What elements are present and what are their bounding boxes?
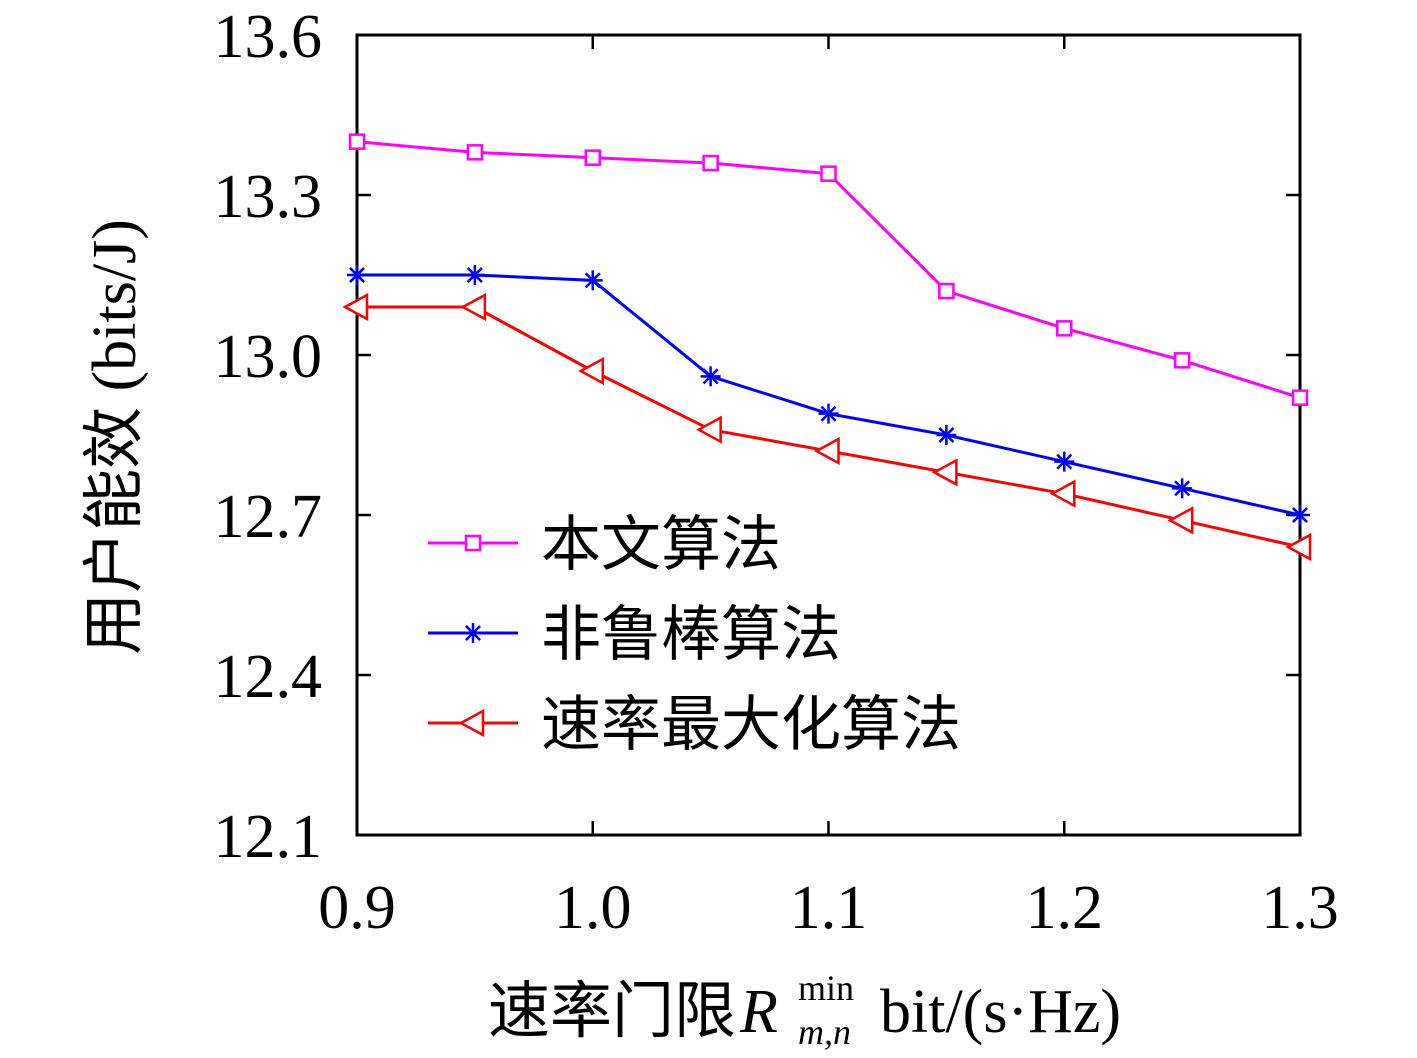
y-tick-label: 12.7 xyxy=(214,483,323,551)
data-point xyxy=(702,154,719,172)
legend-entry: 本文算法 xyxy=(428,512,781,578)
asterisk-stroke xyxy=(465,625,481,641)
series-0 xyxy=(348,133,1309,406)
y-tick-label: 13.0 xyxy=(214,323,323,391)
data-point xyxy=(1049,479,1076,508)
x-tick-label: 1.3 xyxy=(1261,874,1339,942)
data-point xyxy=(696,415,722,444)
x-axis-label-subscript: m,n xyxy=(798,1012,851,1052)
data-point xyxy=(347,265,367,285)
y-tick-label: 13.3 xyxy=(214,163,323,231)
series-group xyxy=(342,133,1312,562)
series-1 xyxy=(347,265,1310,525)
x-axis-label-superscript: min xyxy=(798,968,854,1008)
data-point xyxy=(1290,505,1310,525)
x-axis-label: 速率门限 R min m,n bit/(s·Hz) xyxy=(488,968,1121,1052)
data-point xyxy=(820,165,837,182)
data-point xyxy=(460,292,487,322)
legend-entry: 速率最大化算法 xyxy=(428,692,961,758)
asterisk-stroke xyxy=(938,427,955,443)
x-axis-label-text: 速率门限 xyxy=(488,978,736,1046)
x-axis-label-unit: bit/(s·Hz) xyxy=(880,978,1121,1046)
data-point xyxy=(1167,506,1194,535)
data-point xyxy=(348,133,366,150)
asterisk-stroke xyxy=(466,267,483,283)
data-point xyxy=(1291,389,1309,406)
data-point xyxy=(818,403,839,424)
asterisk-stroke xyxy=(1292,507,1308,523)
legend-label: 非鲁棒算法 xyxy=(541,602,841,668)
legend-label: 速率最大化算法 xyxy=(541,692,961,758)
x-tick-label: 1.0 xyxy=(554,874,632,942)
data-point xyxy=(1054,451,1075,472)
asterisk-stroke xyxy=(584,272,601,289)
data-point xyxy=(938,282,955,300)
series-line xyxy=(357,305,1301,549)
legend-entry: 非鲁棒算法 xyxy=(428,602,841,668)
data-point xyxy=(931,458,958,487)
y-tick-label: 12.4 xyxy=(214,643,323,711)
x-tick-label: 0.9 xyxy=(318,874,396,942)
x-axis-label-symbol: R xyxy=(739,978,778,1046)
asterisk-stroke xyxy=(702,368,719,385)
square-marker xyxy=(464,534,482,552)
series-2 xyxy=(342,292,1312,562)
y-axis-label: 用户能效 (bits/J) xyxy=(81,219,149,655)
asterisk-marker xyxy=(463,623,483,643)
data-point xyxy=(1056,320,1073,337)
data-point xyxy=(584,149,601,166)
data-point xyxy=(582,270,603,291)
data-point xyxy=(1172,478,1193,499)
asterisk-stroke xyxy=(1174,480,1191,497)
y-tick-label: 12.1 xyxy=(214,803,323,871)
axis-ticks-group: 12.1 12.4 12.7 13.0 13.3 13.6 0.9 1.0 1.1 1.2 1.3 xyxy=(214,3,1339,942)
data-point xyxy=(936,425,957,445)
data-point xyxy=(1285,532,1312,562)
data-point xyxy=(342,292,369,322)
x-tick-label: 1.2 xyxy=(1026,874,1104,942)
asterisk-stroke xyxy=(349,267,365,283)
asterisk-stroke xyxy=(820,405,837,422)
data-point xyxy=(1173,352,1191,369)
y-tick-label: 13.6 xyxy=(214,3,323,71)
series-line xyxy=(357,273,1301,517)
data-point xyxy=(466,144,484,161)
data-point xyxy=(464,265,485,285)
x-tick-label: 1.1 xyxy=(790,874,868,942)
data-point xyxy=(578,356,604,386)
asterisk-stroke xyxy=(1056,453,1073,470)
data-point xyxy=(700,366,721,387)
legend-label: 本文算法 xyxy=(541,512,781,578)
triangle-left-marker xyxy=(458,708,485,738)
data-point xyxy=(813,436,840,466)
